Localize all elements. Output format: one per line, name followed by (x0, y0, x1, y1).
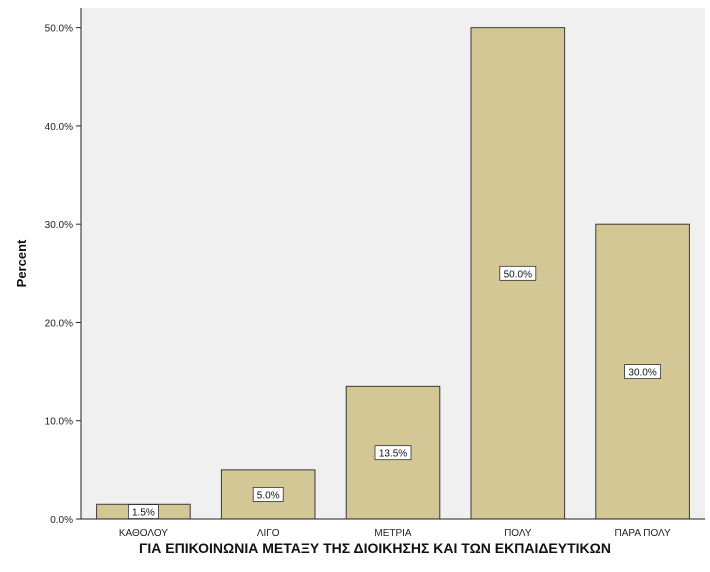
data-label-text: 5.0% (257, 490, 280, 501)
data-label-text: 13.5% (379, 449, 407, 460)
data-label: 50.0% (499, 265, 537, 281)
x-axis-ticks: ΚΑΘΟΛΟΥ ΛΙΓΟ ΜΕΤΡΙΑ ΠΟΛΥ ΠΑΡΑ ΠΟΛΥ (119, 528, 671, 539)
data-label: 1.5% (127, 504, 159, 520)
data-label-text: 50.0% (504, 269, 532, 280)
data-label-box (252, 487, 284, 502)
data-label: 30.0% (624, 364, 661, 379)
data-label-box (499, 265, 537, 281)
y-tick-label: 0.0% (50, 515, 73, 526)
y-tick-label: 10.0% (45, 417, 73, 428)
x-tick-label: ΛΙΓΟ (257, 528, 280, 539)
y-tick-label: 30.0% (45, 220, 73, 231)
data-label: 13.5% (374, 445, 412, 461)
y-tick-label: 40.0% (45, 122, 73, 133)
y-axis-title: Percent (14, 239, 29, 287)
x-tick-label: ΚΑΘΟΛΟΥ (119, 528, 168, 539)
data-label-text: 1.5% (132, 508, 155, 519)
x-tick-label: ΠΟΛΥ (504, 528, 532, 539)
bar-4 (470, 27, 566, 520)
x-tick-label: ΠΑΡΑ ΠΟΛΥ (615, 528, 671, 539)
data-label-text: 30.0% (628, 368, 656, 379)
data-label-box (374, 445, 412, 461)
y-tick-label: 50.0% (45, 24, 73, 35)
data-label-box (624, 364, 661, 379)
y-tick-label: 20.0% (45, 318, 73, 329)
x-axis-title: ΓΙΑ ΕΠΙΚΟΙΝΩΝΙΑ ΜΕΤΑΞΥ ΤΗΣ ΔΙΟΙΚΗΣΗΣ ΚΑΙ… (139, 540, 611, 556)
x-tick-label: ΜΕΤΡΙΑ (374, 528, 412, 539)
data-labels-group: 1.5% 5.0% 13.5% 50.0% 30.0% (127, 265, 661, 520)
y-axis-ticks: 0.0% 10.0% 20.0% 30.0% 40.0% 50.0% (45, 24, 81, 526)
data-label: 5.0% (252, 487, 284, 502)
